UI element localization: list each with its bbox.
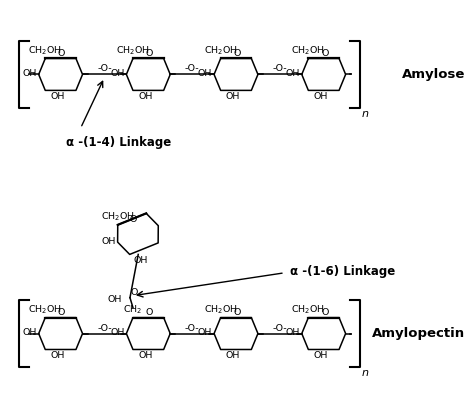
Text: Amylopectin: Amylopectin bbox=[372, 327, 465, 340]
Text: -O-: -O- bbox=[185, 324, 200, 332]
Text: OH: OH bbox=[138, 351, 153, 360]
Text: Amylose: Amylose bbox=[402, 68, 465, 81]
Text: n: n bbox=[362, 109, 369, 119]
Text: CH$_2$OH: CH$_2$OH bbox=[28, 303, 62, 316]
Text: O: O bbox=[146, 49, 153, 58]
Text: OH: OH bbox=[110, 328, 124, 337]
Text: OH: OH bbox=[198, 69, 212, 78]
Text: n: n bbox=[362, 368, 369, 379]
Text: -O-: -O- bbox=[273, 324, 287, 332]
Text: O: O bbox=[321, 308, 328, 317]
Text: α -(1-6) Linkage: α -(1-6) Linkage bbox=[290, 265, 395, 278]
Text: -O-: -O- bbox=[97, 65, 112, 74]
Text: -O-: -O- bbox=[97, 324, 112, 332]
Text: OH: OH bbox=[50, 93, 65, 101]
Text: OH: OH bbox=[285, 328, 300, 337]
Text: O: O bbox=[131, 288, 138, 297]
Text: OH: OH bbox=[198, 328, 212, 337]
Text: O: O bbox=[146, 308, 153, 317]
Text: O: O bbox=[129, 215, 137, 224]
Text: O: O bbox=[321, 49, 328, 58]
Text: -O-: -O- bbox=[273, 65, 287, 74]
Text: OH: OH bbox=[226, 93, 240, 101]
Text: CH$_2$: CH$_2$ bbox=[123, 303, 143, 316]
Text: OH: OH bbox=[134, 257, 148, 265]
Text: CH$_2$OH: CH$_2$OH bbox=[292, 303, 325, 316]
Text: OH: OH bbox=[285, 69, 300, 78]
Text: OH: OH bbox=[313, 351, 328, 360]
Text: α -(1-4) Linkage: α -(1-4) Linkage bbox=[65, 136, 171, 149]
Text: O: O bbox=[233, 49, 241, 58]
Text: -O-: -O- bbox=[185, 65, 200, 74]
Text: CH$_2$OH: CH$_2$OH bbox=[101, 210, 135, 223]
Text: CH$_2$OH: CH$_2$OH bbox=[116, 44, 150, 57]
Text: CH$_2$OH: CH$_2$OH bbox=[28, 44, 62, 57]
Text: O: O bbox=[58, 308, 65, 317]
Text: OH: OH bbox=[101, 237, 116, 246]
Text: CH$_2$OH: CH$_2$OH bbox=[204, 303, 237, 316]
Text: O: O bbox=[58, 49, 65, 58]
Text: CH$_2$OH: CH$_2$OH bbox=[292, 44, 325, 57]
Text: OH: OH bbox=[110, 69, 124, 78]
Text: OH: OH bbox=[50, 351, 65, 360]
Text: OH: OH bbox=[138, 93, 153, 101]
Text: OH: OH bbox=[313, 93, 328, 101]
Text: OH: OH bbox=[22, 69, 36, 78]
Text: CH$_2$OH: CH$_2$OH bbox=[204, 44, 237, 57]
Text: OH: OH bbox=[108, 295, 122, 304]
Text: OH: OH bbox=[22, 328, 36, 337]
Text: OH: OH bbox=[226, 351, 240, 360]
Text: O: O bbox=[233, 308, 241, 317]
